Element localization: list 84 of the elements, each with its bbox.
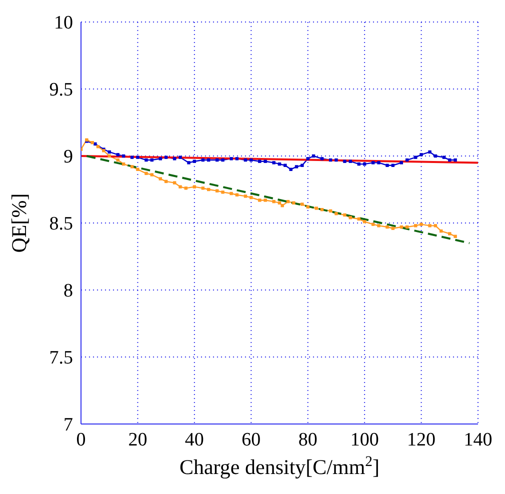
point bbox=[94, 142, 97, 146]
point bbox=[377, 161, 380, 164]
point bbox=[400, 161, 404, 164]
x-tick-label: 40 bbox=[184, 429, 204, 450]
point bbox=[454, 234, 457, 238]
point bbox=[184, 186, 188, 190]
point bbox=[272, 161, 276, 164]
y-tick-label: 8 bbox=[64, 280, 73, 302]
point bbox=[158, 157, 162, 160]
x-axis-title: Charge density[C/mm$^{2}$] bbox=[179, 454, 380, 479]
point bbox=[144, 158, 148, 162]
point bbox=[306, 157, 310, 160]
point bbox=[172, 157, 176, 160]
point bbox=[414, 224, 418, 228]
point bbox=[258, 198, 262, 202]
point bbox=[116, 153, 120, 156]
point bbox=[192, 185, 196, 188]
point bbox=[420, 222, 423, 226]
point bbox=[244, 194, 248, 198]
point bbox=[264, 160, 267, 163]
point bbox=[172, 181, 176, 184]
point bbox=[371, 161, 375, 164]
point bbox=[164, 156, 168, 159]
point bbox=[230, 192, 233, 196]
point bbox=[144, 172, 148, 176]
point bbox=[386, 225, 389, 229]
point bbox=[289, 168, 292, 171]
x-tick-label: 0 bbox=[76, 429, 86, 450]
point bbox=[454, 158, 457, 162]
point bbox=[221, 158, 224, 162]
y-tick-label: 7 bbox=[64, 414, 73, 436]
point bbox=[221, 190, 224, 194]
point bbox=[292, 201, 296, 204]
x-tick-label: 20 bbox=[128, 429, 148, 450]
point bbox=[377, 224, 380, 228]
x-tick-label: 120 bbox=[407, 429, 436, 450]
point bbox=[300, 202, 304, 206]
point bbox=[386, 164, 389, 167]
y-tick-label: 9 bbox=[64, 146, 73, 168]
x-tick-label: 80 bbox=[298, 429, 318, 450]
point bbox=[264, 198, 267, 202]
point bbox=[434, 224, 438, 228]
point bbox=[216, 189, 219, 192]
point bbox=[280, 204, 284, 208]
y-tick-label: 7.5 bbox=[49, 348, 73, 369]
point bbox=[300, 164, 304, 167]
point bbox=[320, 157, 324, 160]
point bbox=[230, 157, 233, 160]
point bbox=[343, 213, 346, 217]
point bbox=[284, 164, 287, 167]
point bbox=[371, 222, 375, 226]
y-axis-title: QE[%] bbox=[7, 193, 31, 253]
x-tick-label: 100 bbox=[350, 429, 379, 450]
point bbox=[334, 212, 338, 216]
point bbox=[442, 156, 446, 159]
point bbox=[90, 141, 94, 144]
point bbox=[136, 156, 140, 159]
point bbox=[272, 200, 276, 204]
point bbox=[362, 220, 366, 224]
y-tick-label: 10 bbox=[54, 12, 73, 34]
point bbox=[428, 224, 432, 228]
y-tick-label: 9.5 bbox=[49, 80, 73, 101]
point bbox=[334, 158, 338, 162]
point bbox=[294, 165, 298, 168]
point bbox=[187, 161, 190, 164]
x-tick-label: 60 bbox=[242, 429, 261, 450]
point bbox=[414, 156, 418, 159]
point bbox=[178, 185, 182, 188]
point bbox=[150, 173, 154, 176]
point bbox=[420, 153, 423, 156]
point bbox=[258, 160, 262, 163]
point bbox=[130, 165, 134, 168]
point bbox=[428, 150, 432, 154]
point bbox=[314, 206, 318, 210]
point bbox=[136, 168, 140, 171]
x-tick-label: 140 bbox=[464, 429, 492, 450]
point bbox=[235, 157, 239, 160]
point bbox=[158, 177, 162, 180]
point bbox=[448, 232, 452, 236]
y-tick-label: 8.5 bbox=[49, 214, 73, 235]
point bbox=[130, 156, 134, 159]
point bbox=[178, 156, 182, 159]
point bbox=[201, 186, 205, 190]
point bbox=[343, 160, 346, 163]
